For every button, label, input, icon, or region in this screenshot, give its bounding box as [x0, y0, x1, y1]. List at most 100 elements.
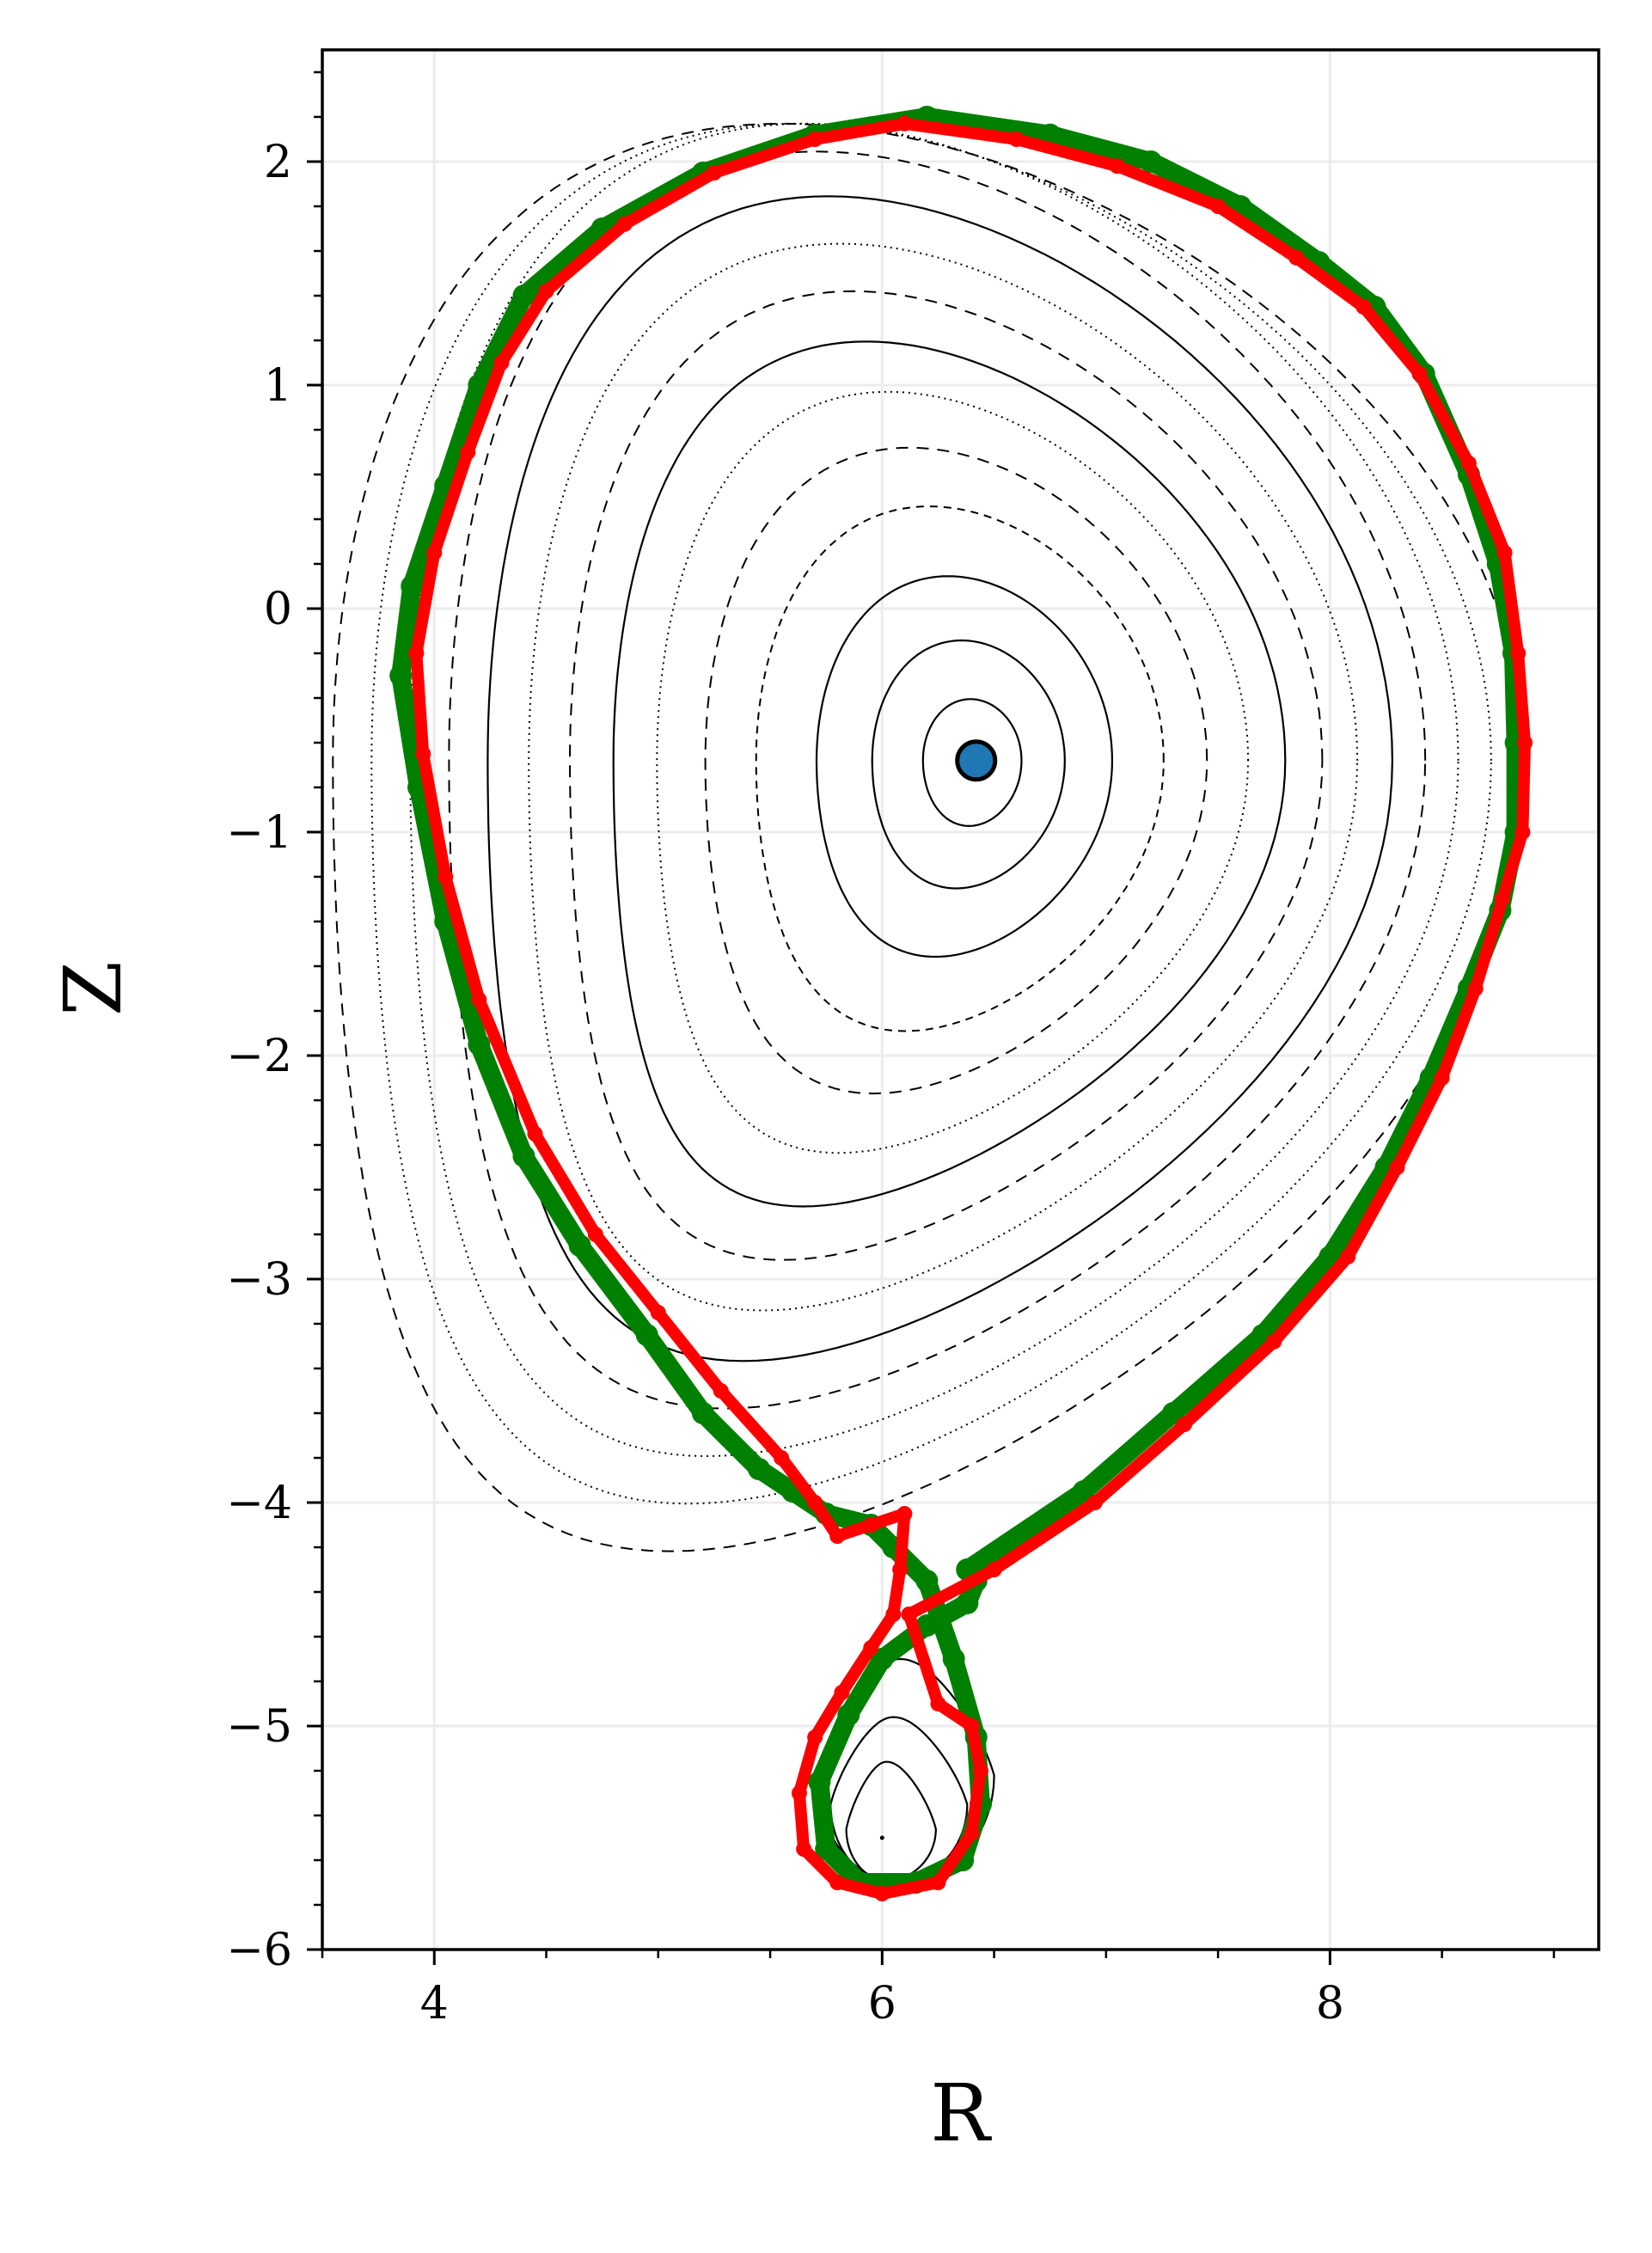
- series-point: [389, 664, 413, 687]
- series-point: [1072, 1480, 1095, 1503]
- series-point: [437, 869, 454, 885]
- series-point: [986, 1562, 1002, 1577]
- y-tick-label: −2: [226, 1031, 292, 1082]
- series-point: [1139, 150, 1162, 173]
- series-point: [460, 444, 476, 460]
- y-tick-label: 0: [264, 584, 292, 635]
- series-point: [807, 1730, 823, 1745]
- series-point: [871, 1648, 894, 1670]
- flux-surface: [871, 639, 1066, 890]
- y-tick-label: −3: [226, 1254, 292, 1306]
- x-axis-label: R: [930, 2067, 992, 2159]
- series-point: [1086, 1495, 1103, 1510]
- series-point: [527, 1126, 543, 1142]
- series-point: [1467, 981, 1484, 996]
- series-point: [1288, 249, 1305, 266]
- series-point: [493, 355, 510, 370]
- flux-surface: [704, 446, 1208, 1095]
- series-point: [1340, 1249, 1356, 1264]
- flux-surface: [612, 340, 1287, 1208]
- series-point: [1177, 1417, 1193, 1432]
- series-point: [408, 646, 425, 661]
- series-point: [834, 1685, 850, 1700]
- series-point: [706, 165, 722, 181]
- series-point: [616, 216, 633, 232]
- series-point: [892, 1562, 909, 1577]
- series-point: [1210, 199, 1227, 214]
- series-point: [568, 1234, 591, 1257]
- series-point: [1109, 158, 1125, 174]
- series-point: [791, 1785, 807, 1801]
- y-tick-label: 2: [264, 137, 292, 188]
- series-point: [774, 1450, 790, 1466]
- series-point: [1008, 132, 1025, 147]
- y-tick-label: −1: [226, 807, 292, 859]
- series-point: [635, 1324, 658, 1346]
- series-point: [748, 1458, 771, 1480]
- flux-surface: [755, 505, 1165, 1032]
- series-point: [1514, 824, 1531, 840]
- magnetic-axis-point: [955, 739, 998, 782]
- island-axis-point: [879, 1835, 884, 1840]
- island-flux-surface: [845, 1760, 937, 1882]
- series-point: [1355, 299, 1372, 315]
- series-point: [807, 132, 823, 147]
- x-tick-label: 8: [1316, 1978, 1344, 2030]
- series-point: [829, 1875, 846, 1890]
- flux-surface: [528, 242, 1359, 1312]
- series-point: [896, 115, 913, 132]
- series-point: [512, 285, 535, 307]
- series-point: [863, 1640, 879, 1656]
- series-point: [796, 1841, 812, 1857]
- series-trace: [391, 107, 1526, 1892]
- series-point: [815, 1838, 838, 1860]
- series-point: [426, 545, 443, 560]
- series-point: [1494, 891, 1510, 907]
- series-point: [885, 1607, 902, 1622]
- flux-surface: [448, 150, 1427, 1410]
- series-point: [964, 1825, 980, 1841]
- flux-surface: [332, 122, 1526, 1552]
- flux-surface: [370, 122, 1492, 1505]
- axis-ticks: 4 6 8 2 1 0 −1 −2 −3 −4 −5 −6: [226, 70, 1556, 2030]
- series-point: [415, 746, 431, 762]
- plot-frame: [321, 48, 1600, 1951]
- series-point: [1460, 456, 1477, 471]
- flux-surface: [486, 195, 1394, 1362]
- series-point: [874, 1886, 890, 1901]
- series-point: [915, 1614, 939, 1637]
- series-point: [468, 1033, 491, 1056]
- series-point: [713, 1383, 729, 1399]
- series-point: [896, 1506, 913, 1521]
- series-point: [1496, 545, 1513, 560]
- series-point: [942, 1648, 965, 1670]
- series-point: [1266, 1333, 1282, 1350]
- boundary-series: [389, 106, 1533, 1901]
- flux-surface: [815, 575, 1114, 958]
- series-point: [1517, 735, 1533, 750]
- series-point: [807, 1495, 823, 1510]
- y-tick-label: −4: [226, 1478, 292, 1529]
- series-point: [1411, 366, 1428, 382]
- series-point: [1038, 123, 1062, 146]
- series-point: [587, 1227, 603, 1242]
- y-axis-label: Z: [47, 961, 139, 1016]
- series-point: [808, 1771, 831, 1793]
- flux-surface: [656, 390, 1250, 1154]
- series-point: [837, 1704, 860, 1726]
- series-point: [471, 992, 487, 1007]
- series-point: [691, 1402, 714, 1424]
- y-tick-label: −6: [226, 1925, 292, 1976]
- y-tick-label: 1: [264, 360, 292, 412]
- magnetic-axis-marker: [955, 739, 998, 782]
- series-point: [930, 1696, 946, 1711]
- flux-surface: [568, 290, 1324, 1261]
- series-point: [512, 1145, 535, 1167]
- series-point: [538, 283, 554, 299]
- series-point: [930, 1875, 946, 1890]
- x-tick-label: 6: [868, 1978, 896, 2030]
- series-point: [863, 1517, 879, 1533]
- series-point: [901, 1607, 917, 1622]
- series-point: [829, 1528, 846, 1544]
